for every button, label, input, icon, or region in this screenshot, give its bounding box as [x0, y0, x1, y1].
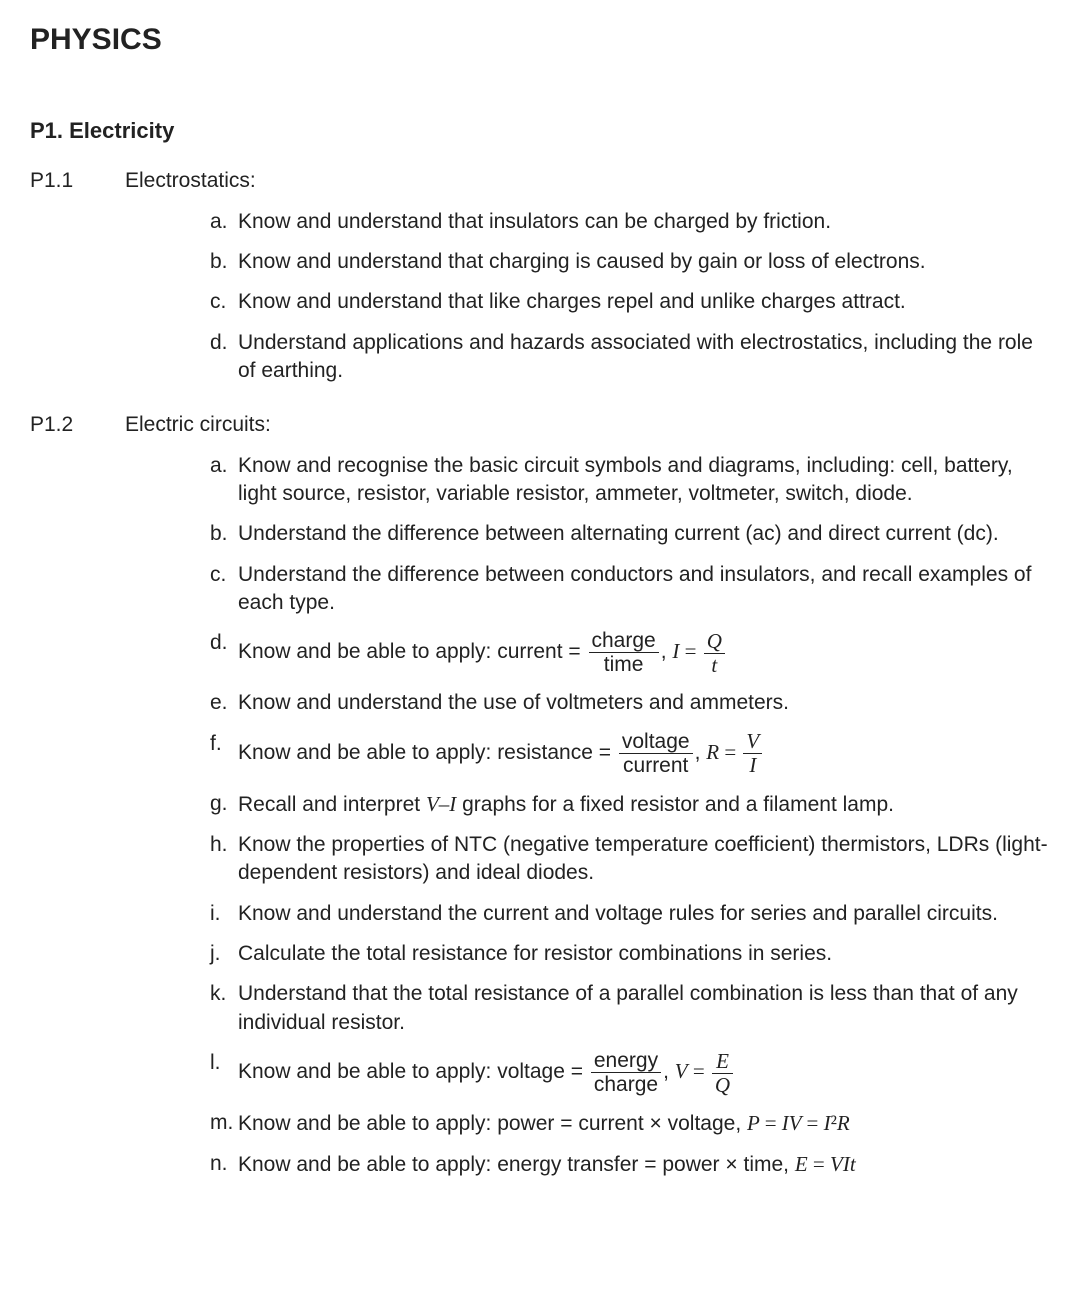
- item-text: Understand the difference between altern…: [238, 520, 1050, 548]
- formula-symbolic: R = VI: [706, 740, 764, 764]
- subsection-title: Electrostatics:: [125, 167, 1050, 195]
- item-text: Know and understand that insulators can …: [238, 208, 1050, 236]
- subsection-title: Electric circuits:: [125, 411, 1050, 439]
- list-item: j. Calculate the total resistance for re…: [210, 940, 1050, 968]
- formula-pre: Know and be able to apply: resistance =: [238, 741, 611, 764]
- item-text: Recall and interpret V–I graphs for a fi…: [238, 790, 1050, 819]
- fraction: energy charge: [591, 1049, 661, 1096]
- item-letter: b.: [210, 520, 238, 548]
- subsection-row: P1.2 Electric circuits:: [30, 411, 1050, 439]
- item-letter: d.: [210, 629, 238, 657]
- item-list: a. Know and recognise the basic circuit …: [210, 452, 1050, 1180]
- item-text: Know and understand the current and volt…: [238, 900, 1050, 928]
- item-text: Know and be able to apply: voltage = ene…: [238, 1049, 1050, 1097]
- item-letter: a.: [210, 452, 238, 480]
- fraction: charge time: [589, 629, 659, 676]
- item-letter: n.: [210, 1150, 238, 1178]
- list-item: c. Understand the difference between con…: [210, 561, 1050, 618]
- item-text: Know and be able to apply: current = cha…: [238, 629, 1050, 677]
- item-text: Understand that the total resistance of …: [238, 980, 1050, 1037]
- item-text: Understand applications and hazards asso…: [238, 329, 1050, 386]
- item-text: Know and be able to apply: resistance = …: [238, 730, 1050, 778]
- fraction-num: voltage: [619, 730, 693, 754]
- list-item: n. Know and be able to apply: energy tra…: [210, 1150, 1050, 1179]
- subsection-row: P1.1 Electrostatics:: [30, 167, 1050, 195]
- list-item: a. Know and understand that insulators c…: [210, 208, 1050, 236]
- item-text: Know and recognise the basic circuit sym…: [238, 452, 1050, 509]
- list-item: d. Understand applications and hazards a…: [210, 329, 1050, 386]
- item-letter: g.: [210, 790, 238, 818]
- fraction-num: charge: [589, 629, 659, 653]
- list-item: l. Know and be able to apply: voltage = …: [210, 1049, 1050, 1097]
- list-item: h. Know the properties of NTC (negative …: [210, 831, 1050, 888]
- item-text: Know and be able to apply: energy transf…: [238, 1150, 1050, 1179]
- section-heading: P1. Electricity: [30, 116, 1050, 146]
- item-letter: f.: [210, 730, 238, 758]
- item-letter: c.: [210, 561, 238, 589]
- list-item: g. Recall and interpret V–I graphs for a…: [210, 790, 1050, 819]
- list-item: d. Know and be able to apply: current = …: [210, 629, 1050, 677]
- item-letter: j.: [210, 940, 238, 968]
- item-text: Know the properties of NTC (negative tem…: [238, 831, 1050, 888]
- item-letter: d.: [210, 329, 238, 357]
- list-item: c. Know and understand that like charges…: [210, 288, 1050, 316]
- item-letter: c.: [210, 288, 238, 316]
- list-item: b. Know and understand that charging is …: [210, 248, 1050, 276]
- item-letter: h.: [210, 831, 238, 859]
- item-letter: b.: [210, 248, 238, 276]
- list-item: k. Understand that the total resistance …: [210, 980, 1050, 1037]
- item-letter: e.: [210, 689, 238, 717]
- item-letter: k.: [210, 980, 238, 1008]
- item-text: Understand the difference between conduc…: [238, 561, 1050, 618]
- item-text: Know and understand that charging is cau…: [238, 248, 1050, 276]
- fraction-den: charge: [591, 1073, 661, 1096]
- formula-mid: ,: [661, 640, 673, 663]
- formula-pre: Know and be able to apply: current =: [238, 640, 581, 663]
- page-title: PHYSICS: [30, 20, 1050, 61]
- subsection-label: P1.2: [30, 411, 125, 439]
- item-text: Know and be able to apply: power = curre…: [238, 1109, 1050, 1138]
- item-letter: a.: [210, 208, 238, 236]
- item-letter: m.: [210, 1109, 238, 1137]
- item-list: a. Know and understand that insulators c…: [210, 208, 1050, 386]
- list-item: i. Know and understand the current and v…: [210, 900, 1050, 928]
- formula-mid: ,: [695, 741, 707, 764]
- subsection-label: P1.1: [30, 167, 125, 195]
- list-item: m. Know and be able to apply: power = cu…: [210, 1109, 1050, 1138]
- list-item: a. Know and recognise the basic circuit …: [210, 452, 1050, 509]
- formula-pre: Know and be able to apply: voltage =: [238, 1060, 583, 1083]
- item-text: Know and understand that like charges re…: [238, 288, 1050, 316]
- list-item: f. Know and be able to apply: resistance…: [210, 730, 1050, 778]
- fraction-den: current: [619, 754, 693, 777]
- fraction-num: energy: [591, 1049, 661, 1073]
- item-letter: i.: [210, 900, 238, 928]
- formula-symbolic: I = Qt: [672, 639, 727, 663]
- formula-symbolic: V = EQ: [675, 1059, 735, 1083]
- fraction: voltage current: [619, 730, 693, 777]
- formula-mid: ,: [663, 1060, 675, 1083]
- list-item: e. Know and understand the use of voltme…: [210, 689, 1050, 717]
- item-letter: l.: [210, 1049, 238, 1077]
- item-text: Know and understand the use of voltmeter…: [238, 689, 1050, 717]
- list-item: b. Understand the difference between alt…: [210, 520, 1050, 548]
- fraction-den: time: [589, 653, 659, 676]
- item-text: Calculate the total resistance for resis…: [238, 940, 1050, 968]
